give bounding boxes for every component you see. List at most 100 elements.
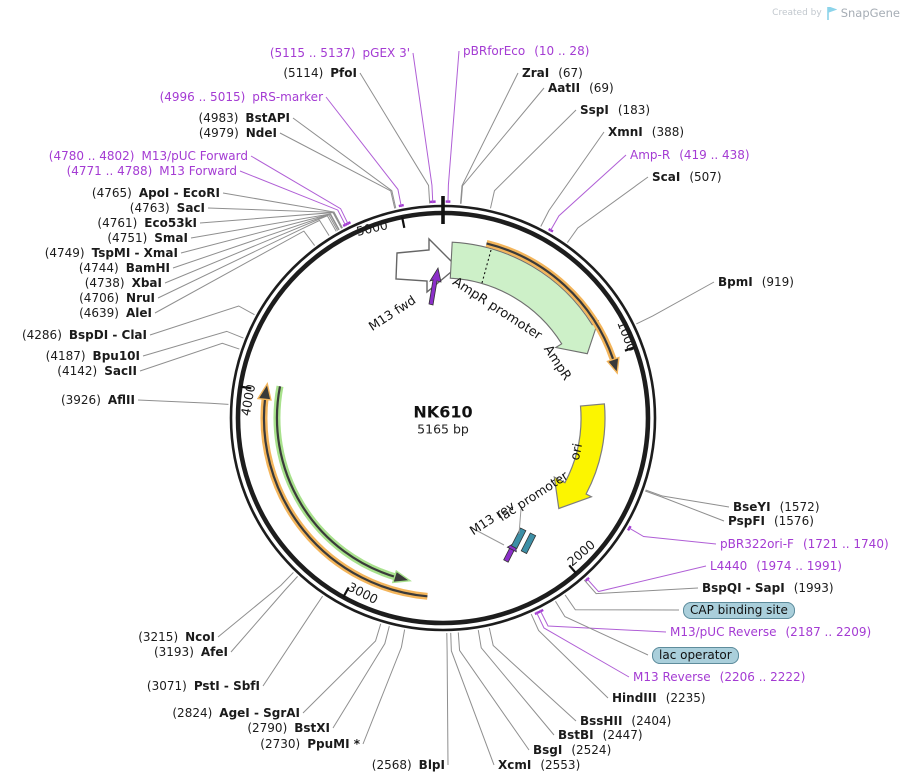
site-position: (1993) xyxy=(793,581,834,595)
site-name: PpuMI * xyxy=(307,737,360,751)
primer-label-prs: (4996 .. 5015) pRS-marker xyxy=(160,90,323,104)
watermark-brand: SnapGene xyxy=(840,6,900,20)
ampr-gene-arrow xyxy=(449,241,600,355)
site-name: pRS-marker xyxy=(252,90,323,104)
site-position: (4744) xyxy=(78,261,119,275)
enzyme-label-bsshii: BssHII (2404) xyxy=(580,714,671,728)
primer-label-m13pucr: M13/pUC Reverse (2187 .. 2209) xyxy=(670,625,871,639)
leader-line-bspqi xyxy=(583,579,699,595)
gene-arc-left-green xyxy=(273,385,412,584)
site-name: BssHII xyxy=(580,714,623,728)
leader-line-pbrforeco xyxy=(447,50,460,204)
site-position: (2235) xyxy=(665,691,706,705)
enzyme-label-blpi: (2568) BlpI xyxy=(372,758,445,772)
site-name: PstI - SbfI xyxy=(193,679,260,693)
site-name: BpmI xyxy=(718,275,753,289)
enzyme-label-bamhi: (4744) BamHI xyxy=(79,261,170,275)
site-name: Eco53kI xyxy=(144,216,197,230)
ampr-promoter-arrow xyxy=(395,237,459,294)
leader-line-m13pucf xyxy=(250,155,349,226)
m13-fwd-arrow xyxy=(428,266,442,306)
site-name: BseYI xyxy=(733,500,771,514)
site-position: (4738) xyxy=(84,276,125,290)
enzyme-label-smai: (4751) SmaI xyxy=(107,231,188,245)
leader-line-agei xyxy=(302,623,382,714)
site-name: HindIII xyxy=(612,691,657,705)
primer-label-m13r: M13 Reverse (2206 .. 2222) xyxy=(633,670,805,684)
site-name: L4440 xyxy=(710,559,748,573)
leader-line-sacii xyxy=(139,342,240,372)
snapgene-watermark: Created by SnapGene xyxy=(772,6,900,20)
leader-line-aflii xyxy=(137,399,229,405)
site-position: (4979) xyxy=(198,126,239,140)
enzyme-label-xcmi: XcmI (2553) xyxy=(498,758,580,772)
scale-tick-1000 xyxy=(624,345,636,352)
leader-line-bstbi xyxy=(477,630,555,736)
site-name: BstBI xyxy=(558,728,594,742)
site-position: (507) xyxy=(689,170,722,184)
leader-line-nrui xyxy=(157,219,330,299)
leader-line-amp_r xyxy=(549,154,627,232)
site-position: (4765) xyxy=(91,186,132,200)
leader-line-pbr322orif xyxy=(627,526,717,545)
enzyme-label-pfoi: (5114) PfoI xyxy=(283,66,357,80)
site-position: (2790) xyxy=(247,721,288,735)
site-name: M13 Forward xyxy=(159,164,237,178)
scale-ticks xyxy=(240,216,636,598)
site-position: (2524) xyxy=(571,743,612,757)
site-name: SspI xyxy=(580,103,609,117)
site-position: (4761) xyxy=(97,216,138,230)
site-position: (2404) xyxy=(631,714,672,728)
leader-line-bsgi xyxy=(457,632,530,751)
leader-line-bpu10i xyxy=(142,330,244,357)
feature-boundary-dashed-line xyxy=(481,249,492,284)
site-name: AgeI - SgrAI xyxy=(219,706,300,720)
site-position: (3193) xyxy=(153,645,194,659)
plasmid-size: 5165 bp xyxy=(417,421,469,437)
site-name: BamHI xyxy=(125,261,170,275)
leader-line-eco53ki xyxy=(199,212,342,229)
enzyme-label-afei: (3193) AfeI xyxy=(154,645,228,659)
enzyme-label-pspfi: PspFI (1576) xyxy=(728,514,814,528)
enzyme-label-bstxi: (2790) BstXI xyxy=(247,721,330,735)
site-position: (4771 .. 4788) xyxy=(66,164,153,178)
site-position: (4706) xyxy=(79,291,120,305)
feature-box-label-lacop: lac operator xyxy=(652,647,739,664)
site-position: (2206 .. 2222) xyxy=(719,670,806,684)
leader-line-l4440 xyxy=(586,565,707,593)
site-name: SacII xyxy=(104,364,137,378)
leader-line-prs xyxy=(325,96,402,208)
leader-line-afei xyxy=(230,576,298,653)
site-position: (3215) xyxy=(138,630,179,644)
site-position: (2447) xyxy=(602,728,643,742)
enzyme-label-bspqi: BspQI - SapI (1993) xyxy=(702,581,834,595)
site-name: XcmI xyxy=(498,758,532,772)
enzyme-label-saci: (4763) SacI xyxy=(130,201,205,215)
site-position: (919) xyxy=(761,275,794,289)
site-name: XbaI xyxy=(131,276,162,290)
site-position: (1572) xyxy=(779,500,820,514)
site-position: (4142) xyxy=(57,364,98,378)
leader-line-bsshii xyxy=(488,627,577,722)
enzyme-label-ppumi: (2730) PpuMI * xyxy=(260,737,360,751)
scale-tick-5000 xyxy=(401,216,406,229)
site-position: (69) xyxy=(589,81,614,95)
site-position: (1721 .. 1740) xyxy=(802,537,889,551)
enzyme-label-alei: (4639) AleI xyxy=(79,306,152,320)
site-name: pBRforEco xyxy=(463,44,526,58)
leader-line-ncoi xyxy=(217,572,294,638)
site-name: CAP binding site xyxy=(683,602,795,619)
primer-label-pbrforeco: pBRforEco (10 .. 28) xyxy=(463,44,589,58)
primer-label-amp_r: Amp-R (419 .. 438) xyxy=(630,148,750,162)
site-position: (5114) xyxy=(283,66,324,80)
leader-line-pgex3 xyxy=(412,52,434,204)
leader-line-apoi xyxy=(222,192,343,229)
label-leader-lines xyxy=(137,50,730,766)
site-position: (2568) xyxy=(371,758,412,772)
leader-line-pspfi xyxy=(645,490,725,522)
site-name: BsgI xyxy=(533,743,563,757)
leader-line-zrai xyxy=(460,72,519,204)
site-name: AatII xyxy=(548,81,581,95)
enzyme-label-tspmi: (4749) TspMI - XmaI xyxy=(45,246,178,260)
